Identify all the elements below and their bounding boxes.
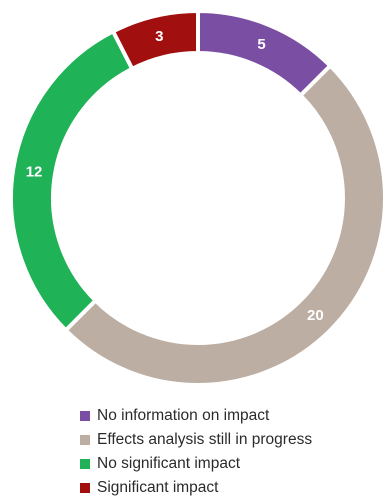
legend-item-significant-impact: Significant impact <box>80 476 312 500</box>
data-label-significant-impact: 3 <box>155 28 163 45</box>
legend-item-no-information-on-impact: No information on impact <box>80 404 312 428</box>
legend-label: Effects analysis still in progress <box>97 431 313 448</box>
donut-chart: 5 20 12 3 <box>9 8 387 387</box>
donut-slice-no-significant-impact <box>9 28 135 334</box>
chart-legend: No information on impact Effects analysis… <box>80 404 312 500</box>
data-label-no-information-on-impact: 5 <box>257 36 265 53</box>
donut-slices <box>9 8 387 387</box>
legend-label: Significant impact <box>97 479 219 496</box>
donut-slice-significant-impact <box>110 8 200 72</box>
legend-swatch <box>80 483 90 493</box>
donut-chart-svg: 5 20 12 3 <box>9 8 387 387</box>
legend-label: No information on impact <box>97 407 270 424</box>
legend-swatch <box>80 411 90 421</box>
donut-data-labels: 5 20 12 3 <box>26 28 324 324</box>
data-label-effects-analysis-still-in-progress: 20 <box>307 307 324 324</box>
legend-item-no-significant-impact: No significant impact <box>80 452 312 476</box>
data-label-no-significant-impact: 12 <box>26 164 43 181</box>
legend-swatch <box>80 435 90 445</box>
legend-swatch <box>80 459 90 469</box>
donut-slice-effects-analysis-still-in-progress <box>62 62 387 387</box>
legend-label: No significant impact <box>97 455 241 472</box>
legend-item-effects-analysis-still-in-progress: Effects analysis still in progress <box>80 428 312 452</box>
